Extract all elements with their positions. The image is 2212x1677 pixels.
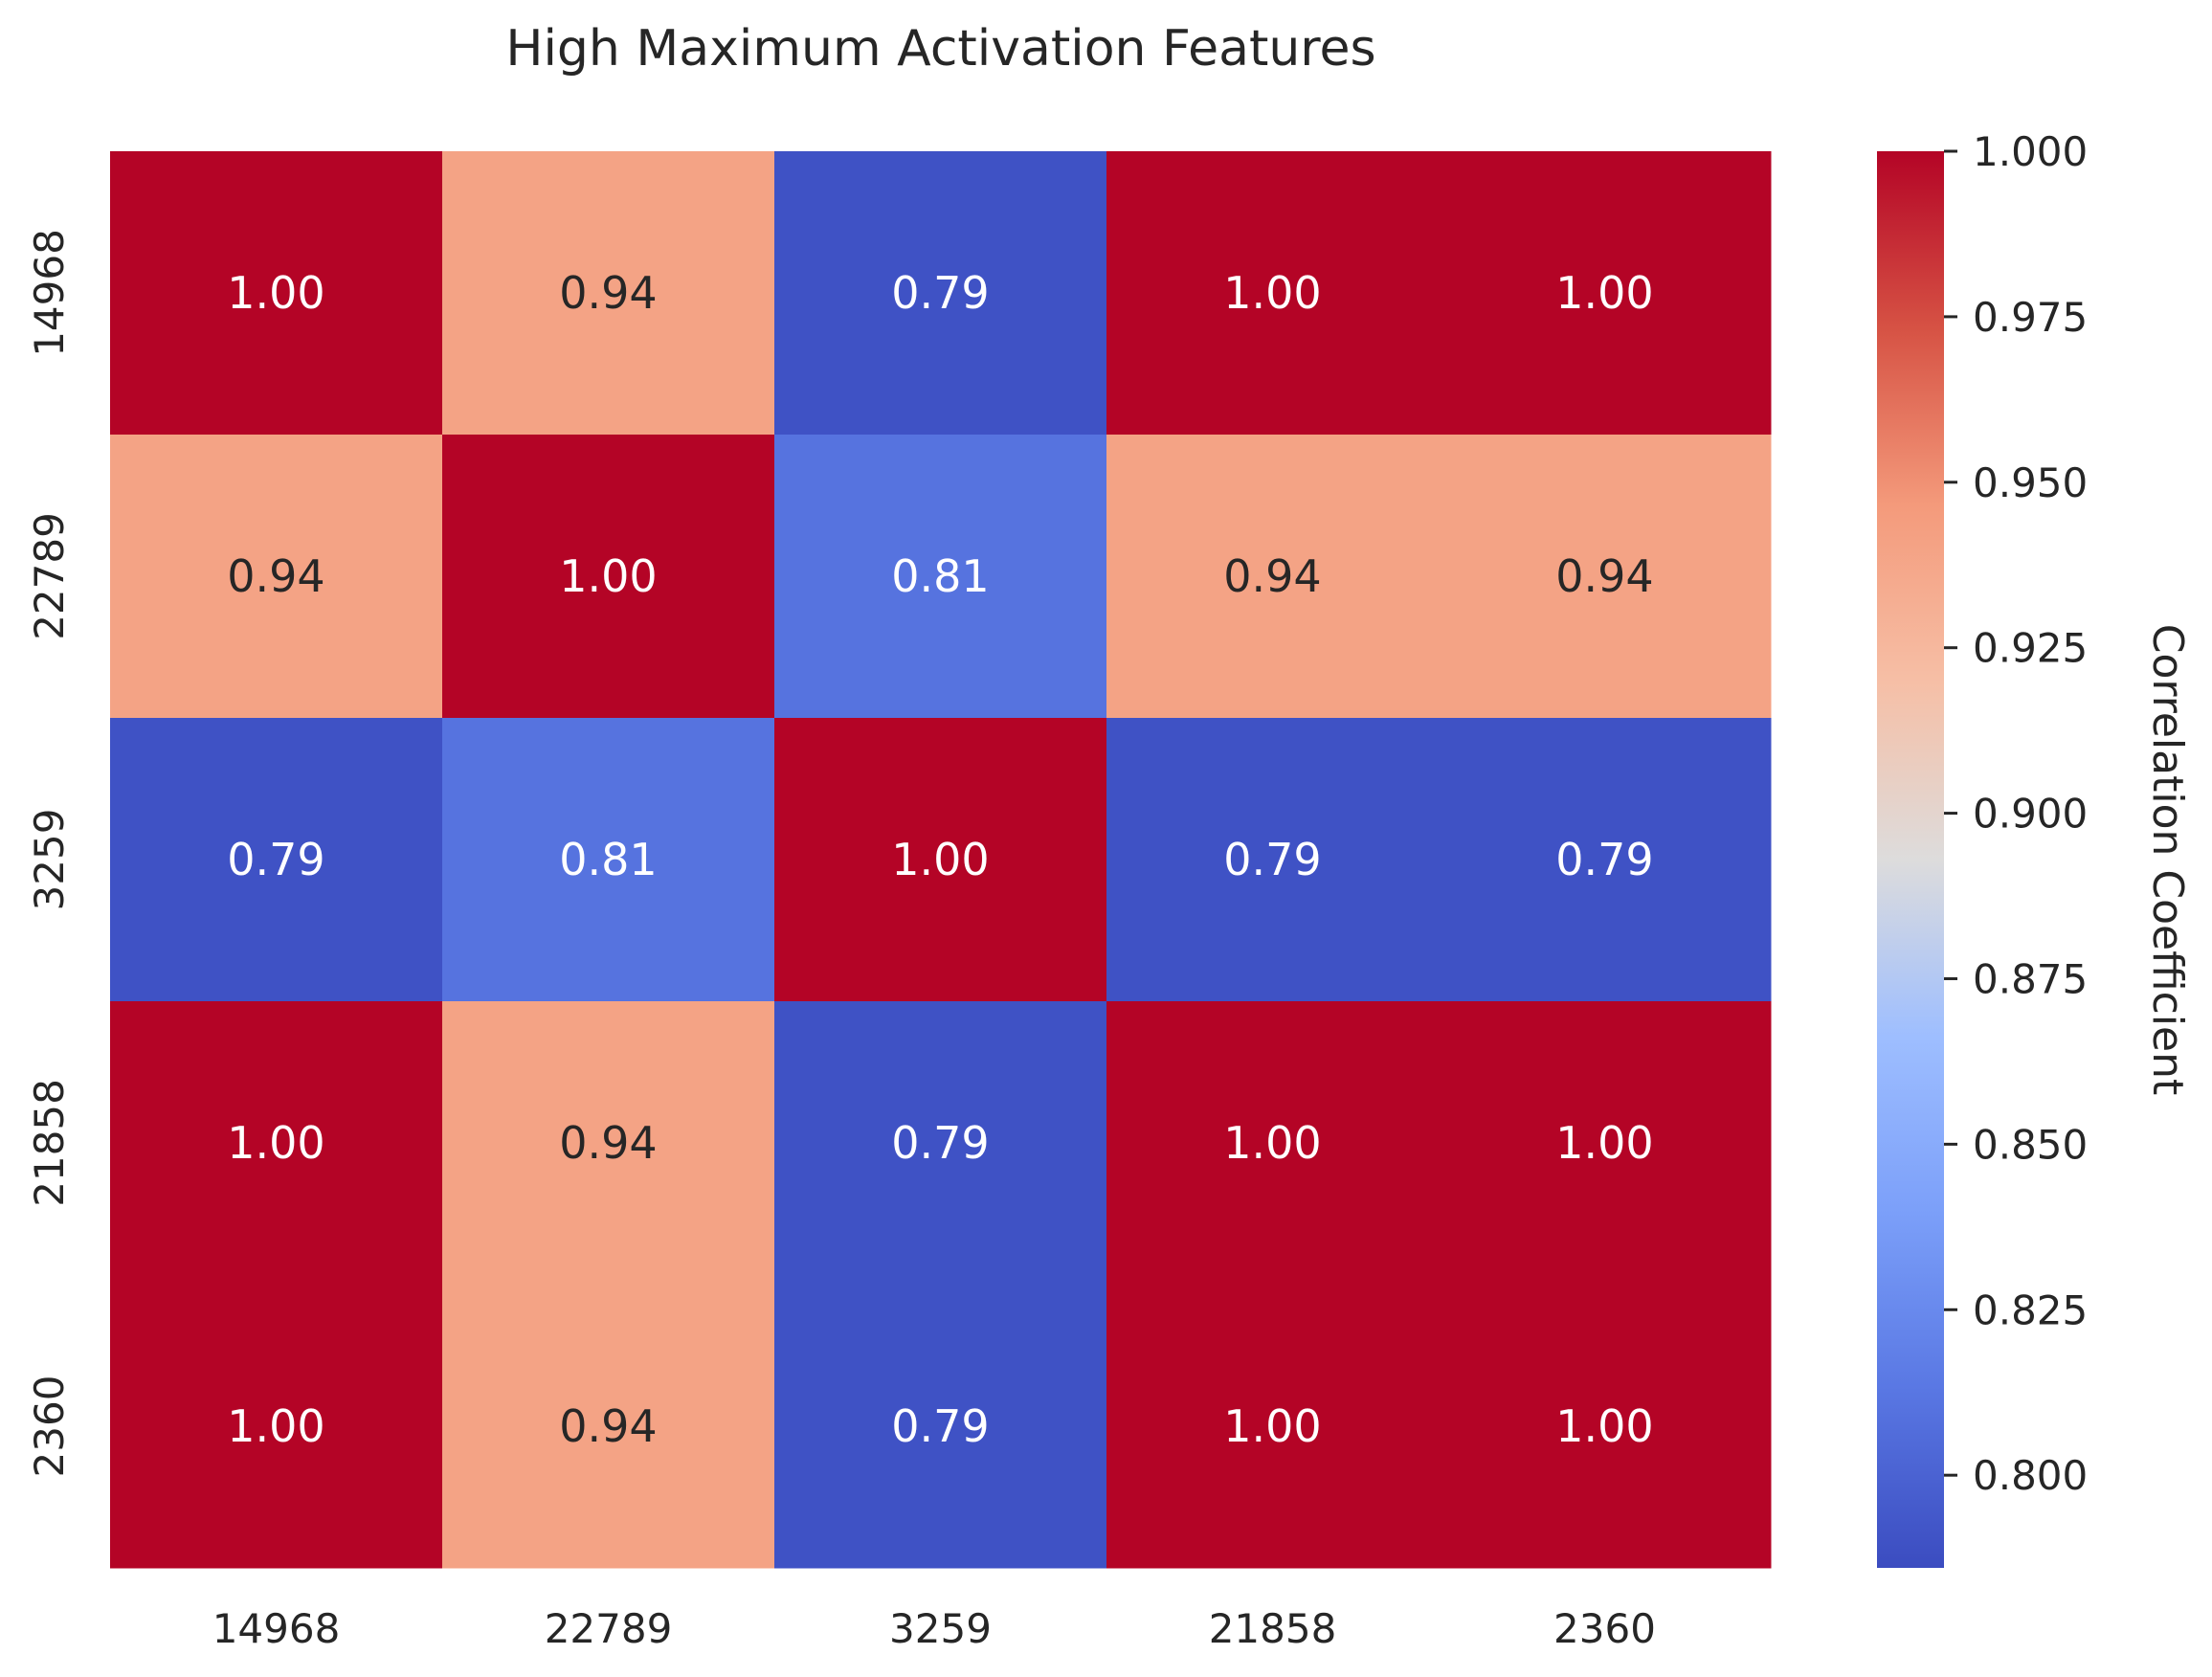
cell-value-label: 0.79: [891, 267, 989, 319]
heatmap-cell: [774, 718, 1107, 1002]
colorbar-tick-label: 0.825: [1973, 1286, 2088, 1333]
colorbar-tick-label: 0.900: [1973, 791, 2088, 838]
cell-value-label: 1.00: [227, 1400, 324, 1452]
cell-value-label: 0.79: [891, 1117, 989, 1169]
colorbar-tick-label: 0.975: [1973, 294, 2088, 341]
cell-value-label: 1.00: [891, 834, 989, 885]
heatmap-cell: [1106, 1001, 1440, 1286]
x-axis-tick-labels: 14968 22789 3259 21858 2360: [212, 1605, 1656, 1652]
cell-value-label: 1.00: [227, 267, 324, 319]
cell-value-label: 1.00: [1223, 267, 1321, 319]
heatmap-cell: [110, 718, 443, 1002]
cell-value-label: 0.79: [1555, 834, 1653, 885]
cell-value-label: 1.00: [227, 1117, 324, 1169]
x-tick-label: 3259: [889, 1605, 992, 1652]
colorbar-label: Correlation Coefficient: [2143, 624, 2192, 1096]
heatmap-cell: [1106, 151, 1440, 436]
cell-value-label: 0.94: [1223, 550, 1321, 602]
cell-value-label: 0.94: [559, 1117, 657, 1169]
y-tick-label: 2360: [26, 1375, 73, 1478]
heatmap-cell: [110, 435, 443, 719]
colorbar-tick-label: 1.000: [1973, 128, 2088, 175]
cell-value-label: 0.94: [559, 267, 657, 319]
cell-value-label: 1.00: [1555, 267, 1653, 319]
heatmap-cell: [442, 718, 775, 1002]
x-tick-label: 14968: [212, 1605, 341, 1652]
cell-value-label: 0.81: [559, 834, 657, 885]
chart-title: High Maximum Activation Features: [505, 20, 1375, 78]
x-tick-label: 21858: [1209, 1605, 1337, 1652]
y-tick-label: 22789: [26, 512, 73, 640]
y-tick-label: 3259: [26, 809, 73, 911]
heatmap-cell: [774, 435, 1107, 719]
cell-value-label: 0.81: [891, 550, 989, 602]
heatmap-cell: [442, 1285, 775, 1569]
cell-value-label: 0.79: [891, 1400, 989, 1452]
colorbar-tick-label: 0.800: [1973, 1452, 2088, 1499]
heatmap-cell: [1439, 151, 1772, 436]
cell-value-label: 0.79: [227, 834, 324, 885]
cell-value-label: 0.94: [559, 1400, 657, 1452]
heatmap-cell-labels: 1.00 0.94 0.79 1.00 1.00 0.94 1.00 0.81 0.94 0.94…: [227, 267, 1653, 1452]
colorbar-tick-label: 0.925: [1973, 625, 2088, 672]
colorbar-ticks: 0.800 0.825 0.850 0.875 0.900 0.925 0.950 0.975…: [1944, 128, 2088, 1499]
heatmap-cell: [774, 151, 1107, 436]
cell-value-label: 1.00: [1223, 1400, 1321, 1452]
heatmap-cell: [442, 435, 775, 719]
x-tick-label: 2360: [1553, 1605, 1656, 1652]
cell-value-label: 0.94: [1555, 550, 1653, 602]
heatmap-cell: [1439, 1285, 1772, 1569]
y-tick-label: 14968: [26, 229, 73, 357]
heatmap-cell: [110, 1285, 443, 1569]
colorbar-tick-label: 0.950: [1973, 459, 2088, 506]
cell-value-label: 1.00: [559, 550, 657, 602]
cell-value-label: 1.00: [1555, 1400, 1653, 1452]
heatmap-cell: [774, 1285, 1107, 1569]
y-tick-label: 21858: [26, 1079, 73, 1207]
y-axis-tick-labels: 14968 22789 3259 21858 2360: [26, 229, 73, 1477]
heatmap-cell: [1106, 718, 1440, 1002]
cell-value-label: 0.94: [227, 550, 324, 602]
heatmap-cell: [110, 151, 443, 436]
colorbar: [1877, 151, 1944, 1568]
heatmap-cell: [1106, 435, 1440, 719]
heatmap-cells: [110, 151, 1772, 1569]
x-tick-label: 22789: [545, 1605, 673, 1652]
heatmap-cell: [774, 1001, 1107, 1286]
heatmap-cell: [1439, 1001, 1772, 1286]
colorbar-tick-label: 0.850: [1973, 1121, 2088, 1168]
cell-value-label: 1.00: [1223, 1117, 1321, 1169]
cell-value-label: 0.79: [1223, 834, 1321, 885]
heatmap-cell: [110, 1001, 443, 1286]
heatmap-cell: [1439, 718, 1772, 1002]
heatmap-cell: [442, 1001, 775, 1286]
heatmap-cell: [1106, 1285, 1440, 1569]
heatmap-cell: [442, 151, 775, 436]
heatmap-cell: [1439, 435, 1772, 719]
colorbar-tick-label: 0.875: [1973, 955, 2088, 1002]
cell-value-label: 1.00: [1555, 1117, 1653, 1169]
